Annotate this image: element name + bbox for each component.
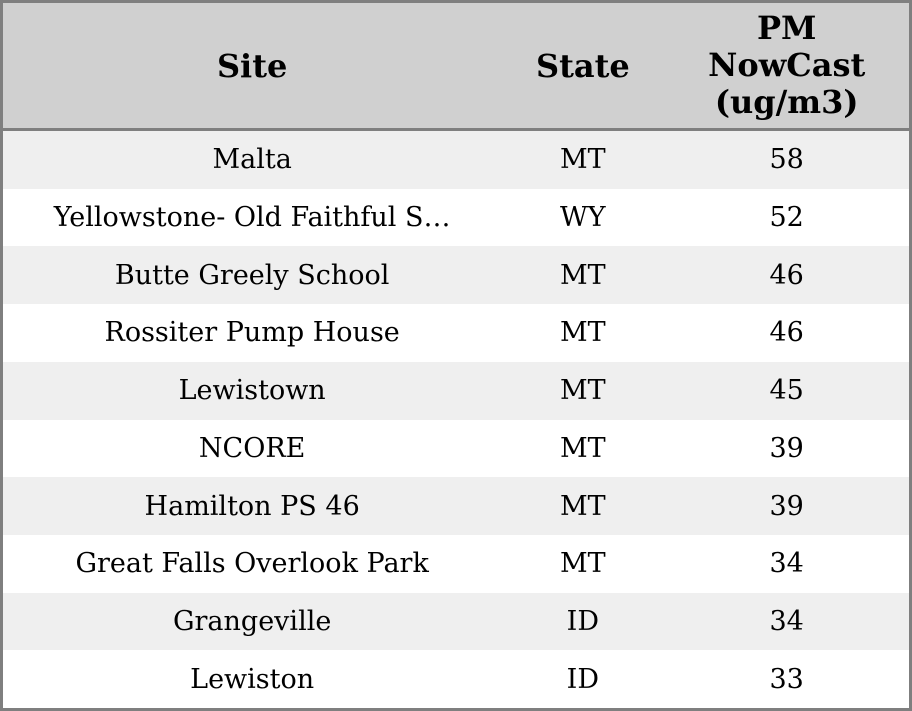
cell-state: MT: [560, 375, 606, 407]
pm-header-line-2: NowCast: [708, 46, 866, 84]
column-header-state[interactable]: State: [535, 46, 630, 85]
table-row[interactable]: Malta MT 58: [3, 131, 909, 189]
cell-pm-nowcast: 34: [769, 548, 804, 580]
table-row[interactable]: Butte Greely School MT 46: [3, 246, 909, 305]
table-header-row: Site State PM NowCast (ug/m3): [3, 3, 909, 131]
column-header-site[interactable]: Site: [216, 46, 288, 85]
cell-state: MT: [560, 259, 606, 291]
cell-site: Yellowstone- Old Faithful S…: [53, 202, 451, 234]
cell-pm-nowcast: 52: [769, 202, 804, 234]
cell-site: Grangeville: [172, 605, 332, 637]
cell-pm-nowcast: 46: [769, 259, 804, 291]
table-row[interactable]: NCORE MT 39: [3, 419, 909, 478]
cell-pm-nowcast: 58: [769, 144, 804, 176]
cell-state: MT: [560, 432, 606, 464]
cell-state: MT: [560, 317, 606, 349]
cell-pm-nowcast: 39: [769, 432, 804, 464]
cell-pm-nowcast: 45: [769, 375, 804, 407]
cell-state: MT: [560, 144, 606, 176]
pm-header-line-3: (ug/m3): [714, 83, 859, 121]
cell-site: Hamilton PS 46: [144, 490, 360, 522]
cell-site: Rossiter Pump House: [104, 317, 400, 349]
cell-pm-nowcast: 34: [769, 605, 804, 637]
cell-pm-nowcast: 46: [769, 317, 804, 349]
pm-header-line-1: PM: [756, 9, 817, 47]
cell-site: Lewistown: [178, 375, 326, 407]
cell-state: MT: [560, 490, 606, 522]
table-row[interactable]: Grangeville ID 34: [3, 592, 909, 651]
cell-state: WY: [560, 202, 606, 234]
cell-state: MT: [560, 548, 606, 580]
cell-state: ID: [566, 605, 599, 637]
table-row[interactable]: Great Falls Overlook Park MT 34: [3, 534, 909, 593]
table-row[interactable]: Lewiston ID 33: [3, 650, 909, 709]
table-row[interactable]: Rossiter Pump House MT 46: [3, 304, 909, 362]
cell-pm-nowcast: 39: [769, 490, 804, 522]
cell-site: Great Falls Overlook Park: [75, 548, 429, 580]
cell-pm-nowcast: 33: [769, 663, 804, 695]
cell-site: Malta: [212, 144, 292, 176]
cell-site: Lewiston: [190, 663, 315, 695]
table-row[interactable]: Hamilton PS 46 MT 39: [3, 477, 909, 535]
table-body: Malta MT 58 Yellowstone- Old Faithful S… WY 5…: [3, 131, 909, 709]
table-row[interactable]: Yellowstone- Old Faithful S… WY 52: [3, 188, 909, 247]
cell-site: Butte Greely School: [114, 259, 390, 291]
cell-state: ID: [566, 663, 599, 695]
column-header-pm-nowcast[interactable]: PM NowCast (ug/m3): [664, 3, 909, 128]
cell-site: NCORE: [198, 432, 306, 464]
table-row[interactable]: Lewistown MT 45: [3, 361, 909, 420]
